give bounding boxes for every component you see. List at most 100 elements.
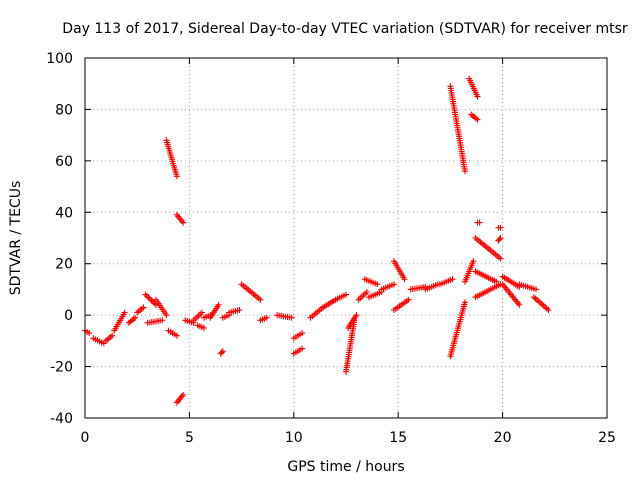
data-segment-1 [90,335,107,347]
data-point [263,314,270,321]
y-tick-label: 60 [55,154,73,170]
data-point [109,332,116,339]
plot-frame [84,57,608,419]
data-point [474,93,481,100]
data-point [180,219,187,226]
data-segment-39 [436,276,456,288]
x-axis-label: GPS time / hours [287,459,404,475]
data-point [145,294,152,301]
data-point [474,116,481,123]
data-segment-48 [472,281,504,301]
data-point [374,281,381,288]
data-point [132,314,139,321]
data-point [152,301,159,308]
data-segment-54 [530,294,552,313]
data-segment-30 [345,312,360,331]
data-segment-49 [495,224,504,231]
data-segment-47 [472,268,500,285]
data-segment-38 [422,281,441,293]
data-point [496,236,503,243]
x-tick-label: 10 [285,430,303,446]
data-segment-24 [290,330,306,342]
x-tick-label: 5 [185,430,194,446]
data-segment-25 [290,345,306,357]
data-point [257,296,264,303]
data-segment-37 [407,283,429,293]
y-tick-label: -40 [50,411,73,427]
data-point [533,286,540,293]
data-segment-8 [152,296,170,319]
data-point [299,330,306,337]
data-segment-12 [173,391,187,406]
data-point [449,276,456,283]
y-tick-label: 0 [64,308,73,324]
data-segment-4 [125,314,139,326]
data-segment-35 [391,258,408,283]
data-segment-15 [194,322,208,331]
data-segment-36 [391,296,412,313]
data-points [82,75,552,406]
data-segment-23 [274,312,295,321]
data-point [219,348,226,355]
data-segment-31 [355,289,370,303]
data-point [173,173,180,180]
data-point [198,309,205,316]
data-segment-28 [332,291,349,303]
data-segment-6 [142,291,159,308]
data-point [163,312,170,319]
data-point [470,258,477,265]
data-point [173,332,180,339]
y-tick-label: 80 [55,102,73,118]
x-tick-label: 0 [81,430,90,446]
data-segment-14 [190,309,205,324]
data-point [86,330,93,337]
data-point [401,276,408,283]
data-segment-29 [343,317,358,375]
data-point [462,299,469,306]
data-point [497,255,504,262]
data-segment-45 [474,219,483,226]
data-point [159,317,166,324]
data-segment-13 [182,317,197,326]
data-segment-44 [468,111,481,123]
data-point [140,304,147,311]
data-point [516,301,523,308]
data-segment-3 [111,309,128,334]
data-segment-43 [466,75,481,100]
data-point [144,293,151,300]
data-point [121,309,128,316]
y-tick-label: 20 [55,257,73,273]
data-segment-46 [472,235,504,262]
data-point [142,291,149,298]
data-point [180,391,187,398]
data-segment-20 [226,307,243,316]
data-segment-7 [144,317,166,326]
data-point [545,307,552,313]
y-tick-label: 100 [46,51,73,67]
data-point [236,307,243,313]
data-segment-34 [378,281,398,293]
data-point [476,219,483,226]
data-segment-22 [257,314,270,324]
y-axis-label: SDTVAR / TECUs [8,181,24,296]
y-tick-label: 40 [55,205,73,221]
data-point [353,312,360,319]
data-segment-40 [447,83,469,175]
data-segment-9 [165,327,180,339]
data-segment-32 [361,276,381,288]
data-point [363,289,370,295]
data-point [148,297,155,304]
data-point [462,168,469,175]
axes-layer: 0 5 10 15 20 25 -40 -20 0 20 40 60 80 100 [46,51,616,446]
x-tick-label: 20 [494,430,512,446]
data-segment-11 [173,211,187,226]
data-segment-52 [499,281,523,308]
x-tick-label: 15 [389,430,407,446]
data-segment-42 [462,258,477,285]
chart-title: Day 113 of 2017, Sidereal Day-to-day VTE… [62,21,628,37]
data-point [215,301,222,308]
y-tick-label: -20 [50,360,73,376]
data-point [218,349,225,356]
data-point [299,345,306,352]
